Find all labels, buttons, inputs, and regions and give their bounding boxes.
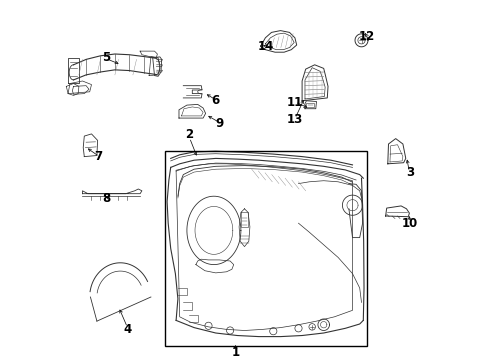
- Text: 9: 9: [215, 117, 223, 130]
- Text: 5: 5: [102, 51, 110, 64]
- Text: 8: 8: [102, 192, 110, 204]
- Text: 10: 10: [401, 217, 417, 230]
- Text: 6: 6: [211, 94, 220, 107]
- Text: 12: 12: [358, 30, 374, 42]
- Text: 7: 7: [95, 150, 102, 163]
- Text: 1: 1: [231, 346, 239, 359]
- Text: 2: 2: [184, 129, 192, 141]
- Text: 4: 4: [123, 323, 131, 336]
- Bar: [165, 151, 366, 346]
- Text: 13: 13: [286, 113, 303, 126]
- Text: 3: 3: [405, 166, 413, 179]
- Text: 14: 14: [257, 40, 274, 53]
- Text: 11: 11: [286, 96, 303, 109]
